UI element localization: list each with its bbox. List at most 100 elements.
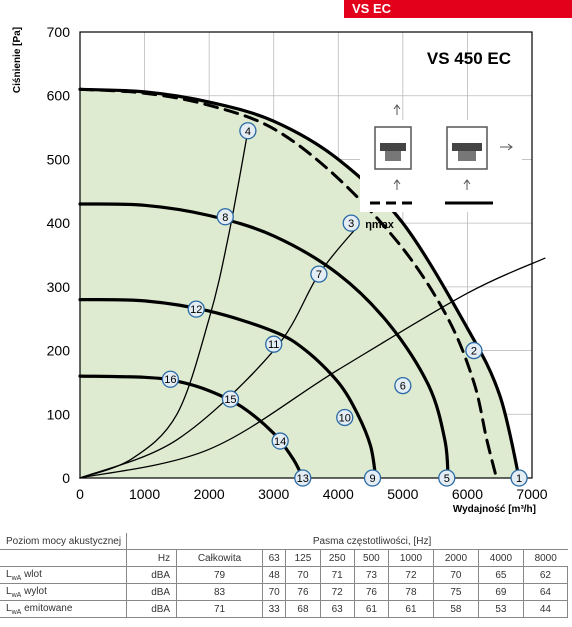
y-tick-label: 400: [47, 215, 71, 231]
point-label: 11: [268, 339, 279, 351]
table-row: LwA wylot dBA 83 70 76 72 76 78 75 69 64: [0, 583, 569, 601]
point-label: 6: [400, 381, 406, 393]
x-tick-label: 6000: [452, 486, 483, 502]
point-label: 4: [245, 126, 251, 138]
column-header: 250: [320, 549, 355, 567]
product-series-badge: VS EC: [344, 0, 572, 18]
x-tick-label: 7000: [516, 486, 547, 502]
axis-ticks: 0 1000 2000 3000 4000 5000 6000 7000 0 100 200 300 4…: [47, 24, 548, 502]
table-cell: 76: [354, 583, 389, 601]
operating-point-11: 11: [265, 335, 283, 353]
column-header: 63: [262, 549, 287, 567]
point-label: 3: [348, 218, 354, 230]
operating-point-12: 12: [187, 300, 205, 318]
operating-point-3: 3: [342, 214, 360, 232]
point-label: 16: [164, 374, 176, 386]
unit-header: Hz: [126, 549, 178, 567]
x-tick-label: 4000: [323, 486, 354, 502]
outlet-duct-diagram: [446, 126, 513, 190]
table-cell: 71: [320, 566, 355, 584]
point-label: 12: [190, 304, 202, 316]
table-cell: 64: [523, 583, 569, 601]
installation-legend: [360, 104, 522, 212]
table-cell: 63: [320, 600, 355, 618]
series-line-8: [79, 257, 546, 479]
row-unit: dBA: [126, 566, 178, 584]
table-cell: 44: [523, 600, 569, 618]
row-unit: dBA: [126, 583, 178, 601]
sound-power-table-wrap: Poziom mocy akustycznej Pasma częstotliw…: [0, 533, 572, 618]
point-label: 1: [516, 473, 522, 485]
column-header: Całkowita: [176, 549, 263, 567]
point-label: 10: [339, 412, 351, 424]
y-tick-label: 600: [47, 88, 71, 104]
point-label: 14: [274, 436, 286, 448]
operating-point-4: 4: [239, 122, 257, 140]
table-cell: 58: [433, 600, 479, 618]
point-label: 13: [297, 473, 309, 485]
operating-point-5: 5: [438, 469, 456, 487]
operating-point-10: 10: [336, 408, 354, 427]
column-header: 4000: [478, 549, 524, 567]
table-cell: 83: [176, 583, 263, 601]
table-row: LwA emitowane dBA 71 33 68 63 61 61 58 53 44: [0, 600, 569, 618]
table-cell: 78: [388, 583, 434, 601]
point-label: 9: [369, 473, 375, 485]
inlet-duct-diagram: [374, 104, 412, 190]
series-line-3: [78, 202, 450, 480]
column-header: 500: [354, 549, 389, 567]
x-axis-label: Wydajność [m³/h]: [453, 504, 536, 515]
column-header: 2000: [433, 549, 479, 567]
table-cell: 68: [285, 600, 321, 618]
table-row: LwA wlot dBA 79 48 70 71 73 72 70 65 62: [0, 566, 569, 584]
frequency-band-header: Pasma częstotliwości, [Hz]: [176, 533, 568, 550]
table-cell: 79: [176, 566, 263, 584]
x-tick-label: 3000: [258, 486, 289, 502]
operating-point-16: 16: [161, 370, 180, 388]
series-line-4: [78, 297, 378, 480]
chart-title: VS 450 EC: [427, 49, 511, 68]
operating-point-9: 9: [363, 469, 382, 487]
point-label: 15: [224, 394, 236, 406]
column-header: 125: [285, 549, 321, 567]
table-cell: 53: [478, 600, 524, 618]
table-cell: 70: [433, 566, 479, 584]
table-cell: 75: [433, 583, 479, 601]
table-cell: 69: [478, 583, 524, 601]
row-label: LwA wylot: [0, 583, 127, 601]
table-cell: 71: [176, 600, 263, 618]
table-cell: 61: [388, 600, 434, 618]
y-axis-label: Ciśnienie [Pa]: [12, 27, 23, 93]
point-label: 8: [222, 212, 228, 224]
operating-point-8: 8: [216, 208, 234, 226]
table-cell: 70: [262, 583, 287, 601]
operating-point-6: 6: [394, 376, 412, 395]
x-tick-label: 1000: [129, 486, 160, 502]
table-cell: 48: [262, 566, 287, 584]
table-cell: 70: [285, 566, 321, 584]
table-cell: 72: [320, 583, 355, 601]
table-cell: 76: [285, 583, 321, 601]
table-cell: 33: [262, 600, 287, 618]
x-tick-label: 0: [76, 486, 84, 502]
table-cell: 73: [354, 566, 389, 584]
y-tick-label: 0: [62, 470, 70, 486]
operating-point-14: 14: [271, 432, 289, 450]
operating-point-7: 7: [310, 265, 328, 283]
y-tick-label: 200: [47, 343, 71, 359]
table-row-header: Poziom mocy akustycznej: [0, 533, 127, 550]
row-unit: dBA: [126, 600, 178, 618]
y-tick-label: 500: [47, 151, 71, 167]
y-tick-label: 100: [47, 406, 71, 422]
table-cell: 72: [388, 566, 434, 584]
y-tick-label: 700: [47, 24, 71, 40]
operating-point-2: 2: [465, 341, 483, 360]
column-header: 1000: [388, 549, 434, 567]
table-cell: 61: [354, 600, 389, 618]
eta-max-label: ηmax: [365, 219, 395, 231]
column-header: 8000: [523, 549, 568, 567]
y-tick-label: 300: [47, 279, 71, 295]
sound-power-table: Poziom mocy akustycznej Pasma częstotliw…: [0, 533, 569, 618]
x-tick-label: 5000: [387, 486, 418, 502]
